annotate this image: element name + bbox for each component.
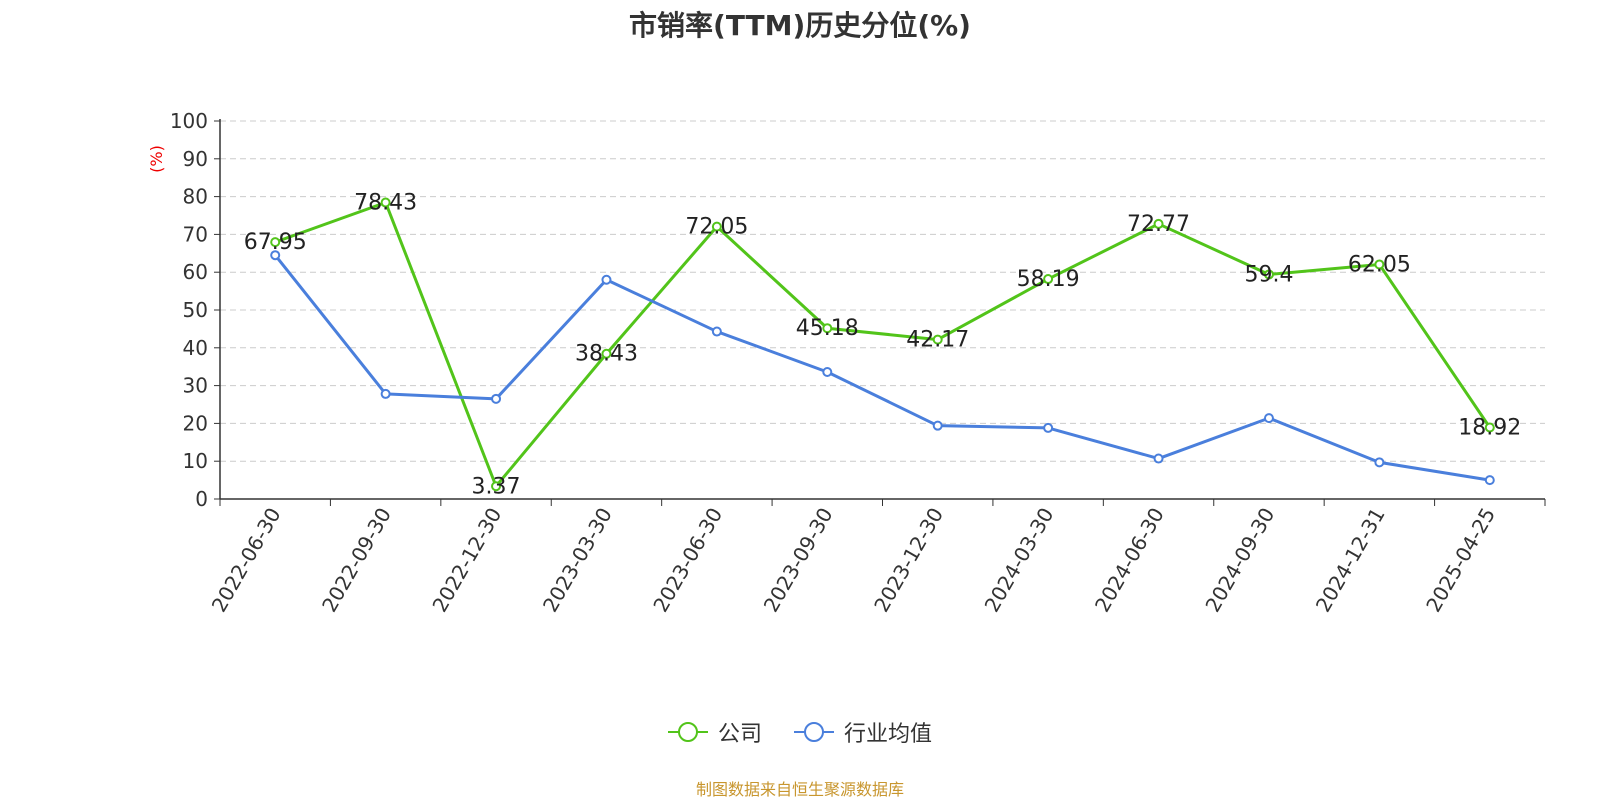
- data-point-0: [1263, 269, 1274, 280]
- x-tick-label: 2022-09-30: [317, 504, 396, 617]
- data-point-0: [932, 334, 943, 345]
- data-label: 59.4: [1244, 262, 1293, 287]
- x-tick-label: 2024-03-30: [980, 504, 1059, 617]
- data-label: 67.95: [244, 230, 307, 255]
- y-tick-label: 20: [183, 411, 208, 435]
- data-point-0: [822, 323, 833, 334]
- legend-item-industry-average[interactable]: 行业均值: [794, 716, 932, 748]
- y-tick-label: 80: [183, 185, 208, 209]
- data-point-0: [711, 221, 722, 232]
- legend-marker-company: [667, 722, 708, 742]
- data-label: 78.43: [354, 191, 417, 216]
- data-point-0: [1374, 259, 1385, 270]
- data-label: 62.05: [1348, 252, 1411, 277]
- data-label: 38.43: [575, 342, 638, 367]
- legend-label-industry-average: 行业均值: [844, 722, 933, 747]
- data-point-1: [932, 420, 943, 431]
- y-tick-label: 90: [183, 147, 208, 171]
- y-axis-label: (%): [147, 145, 166, 173]
- data-point-0: [601, 348, 612, 359]
- data-point-1: [270, 250, 281, 261]
- x-tick-label: 2024-09-30: [1200, 504, 1279, 617]
- chart-legend: 公司 行业均值: [0, 716, 1600, 748]
- x-tick-label: 2023-09-30: [759, 504, 838, 617]
- series-line-1: [274, 254, 1491, 482]
- y-tick-label: 60: [183, 260, 208, 284]
- y-tick-label: 50: [183, 298, 208, 322]
- data-point-1: [1374, 457, 1385, 468]
- y-tick-label: 30: [183, 374, 208, 398]
- chart-title: 市销率(TTM)历史分位(%): [629, 9, 971, 42]
- data-point-0: [1043, 274, 1054, 285]
- data-label: 18.92: [1458, 415, 1521, 440]
- data-point-1: [491, 393, 502, 404]
- data-label: 72.05: [685, 215, 748, 240]
- x-tick-label: 2024-06-30: [1090, 504, 1169, 617]
- data-point-1: [1043, 422, 1054, 433]
- data-label: 45.18: [796, 316, 859, 341]
- data-label: 58.19: [1017, 267, 1080, 292]
- data-point-0: [491, 481, 502, 492]
- data-point-1: [711, 326, 722, 337]
- data-point-1: [1484, 475, 1495, 486]
- x-tick-label: 2025-04-25: [1421, 504, 1500, 617]
- legend-marker-industry-average: [794, 722, 834, 742]
- data-point-1: [1153, 453, 1164, 464]
- data-point-1: [601, 274, 612, 285]
- y-tick-label: 40: [183, 336, 208, 360]
- data-point-0: [380, 197, 391, 208]
- data-point-1: [822, 366, 833, 377]
- y-tick-label: 100: [170, 109, 208, 133]
- legend-item-company[interactable]: 公司: [667, 716, 762, 748]
- x-tick-label: 2023-03-30: [538, 504, 617, 617]
- legend-label-company: 公司: [717, 722, 762, 747]
- x-tick-label: 2024-12-31: [1311, 504, 1390, 617]
- y-tick-label: 0: [195, 487, 208, 511]
- data-label: 3.37: [472, 474, 521, 499]
- data-point-0: [1153, 218, 1164, 229]
- y-tick-label: 70: [183, 222, 208, 246]
- x-tick-label: 2022-12-30: [427, 504, 506, 617]
- data-point-1: [380, 388, 391, 399]
- data-source-note: 制图数据来自恒生聚源数据库: [695, 780, 904, 799]
- line-chart: 0 10 20 30 40 50 60 70 80 90 100(%) 2022-06-30 2022-…: [147, 109, 1546, 617]
- data-point-1: [1263, 413, 1274, 424]
- x-tick-label: 2023-12-30: [869, 504, 948, 617]
- y-tick-label: 10: [183, 449, 208, 473]
- series-line-0: [274, 201, 1492, 488]
- data-label: 72.77: [1127, 212, 1190, 237]
- data-point-0: [1484, 422, 1495, 433]
- data-label: 42.17: [906, 328, 969, 353]
- data-point-0: [270, 237, 281, 248]
- x-tick-label: 2023-06-30: [648, 504, 727, 617]
- x-tick-label: 2022-06-30: [207, 504, 286, 617]
